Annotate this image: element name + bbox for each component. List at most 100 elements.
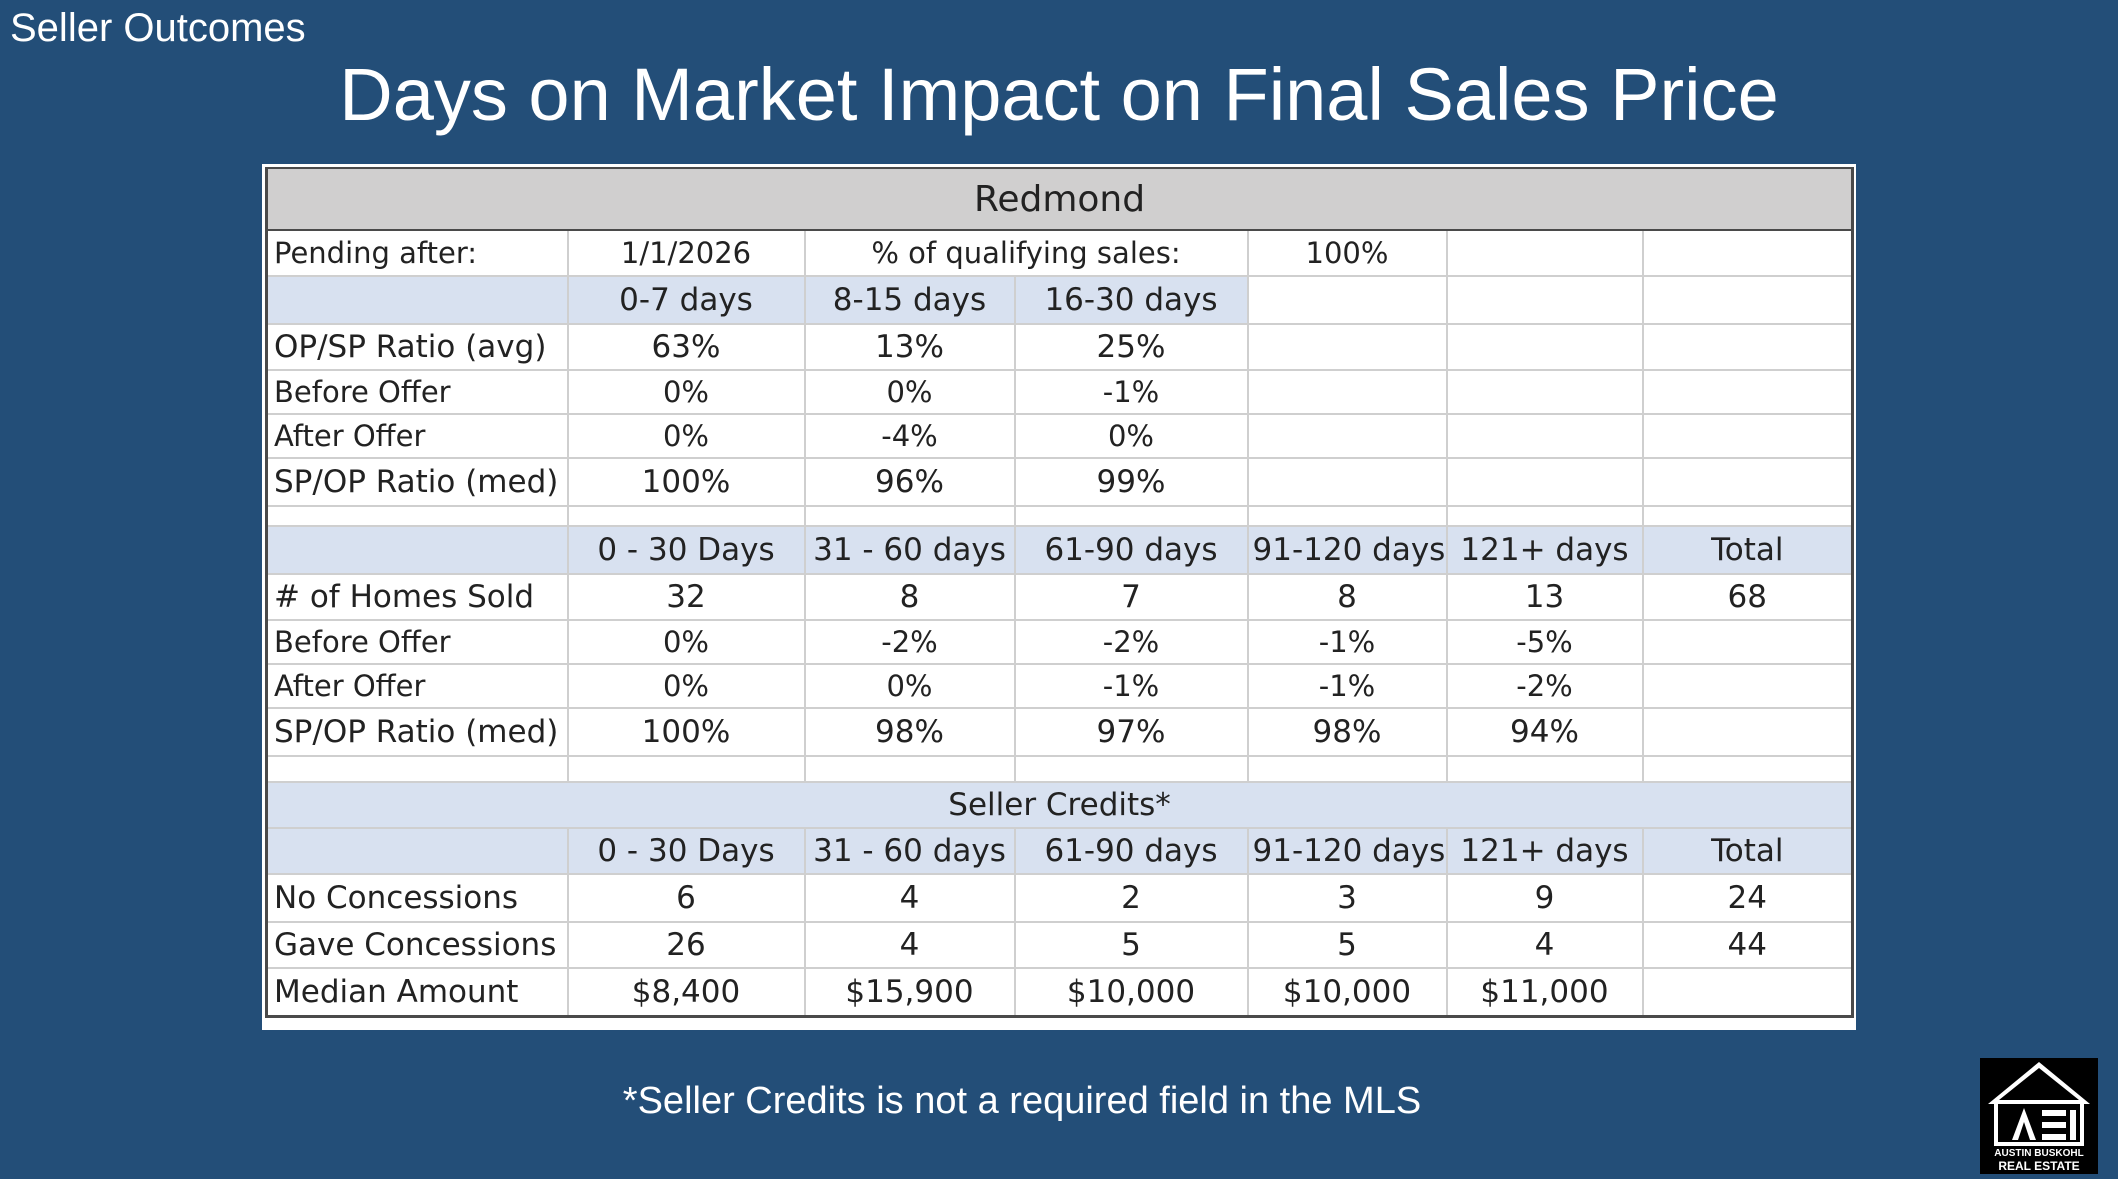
brand-logo: AUSTIN BUSKOHL REAL ESTATE [1980, 1058, 2098, 1174]
logo-line2: REAL ESTATE [1998, 1159, 2079, 1173]
empty-cell [1445, 369, 1644, 415]
table-cell: 9 [1445, 873, 1644, 923]
table-cell: 0% [1013, 413, 1249, 459]
table-cell: $10,000 [1013, 967, 1249, 1018]
table-cell: 0% [803, 369, 1016, 415]
credits-header: Total [1641, 827, 1855, 875]
empty-cell [1641, 323, 1855, 371]
table-cell: -5% [1445, 619, 1644, 665]
empty-cell [1246, 413, 1448, 459]
spacer-cell [1013, 505, 1249, 527]
empty-cell [1641, 457, 1855, 507]
table-cell: 94% [1445, 707, 1644, 757]
empty-cell [1641, 275, 1855, 325]
range-header: 31 - 60 days [803, 525, 1016, 575]
table-cell: 4 [803, 921, 1016, 969]
empty-cell [1246, 275, 1448, 325]
table-title: Redmond [264, 167, 1855, 231]
spacer-cell [803, 505, 1016, 527]
spacer-cell [265, 505, 569, 527]
table-cell [1641, 619, 1855, 665]
empty-cell [1445, 457, 1644, 507]
house-icon: AUSTIN BUSKOHL REAL ESTATE [1980, 1058, 2098, 1174]
table-cell: 6 [566, 873, 806, 923]
table-cell: $8,400 [566, 967, 806, 1018]
table-cell: 5 [1013, 921, 1249, 969]
table-cell: -1% [1013, 369, 1249, 415]
empty-cell [1246, 369, 1448, 415]
table-cell: 44 [1641, 921, 1855, 969]
range-header: Total [1641, 525, 1855, 575]
empty-header-cell [265, 827, 569, 875]
section-label: Seller Outcomes [10, 6, 306, 50]
spacer-cell [1246, 505, 1448, 527]
row-label: OP/SP Ratio (avg) [265, 323, 569, 371]
table-cell: 3 [1246, 873, 1448, 923]
table-cell: 2 [1013, 873, 1249, 923]
table-cell: 8 [803, 573, 1016, 621]
table-cell: 99% [1013, 457, 1249, 507]
row-label: Before Offer [265, 619, 569, 665]
table-cell: 5 [1246, 921, 1448, 969]
empty-cell [1641, 413, 1855, 459]
table-cell: -4% [803, 413, 1016, 459]
empty-cell [1445, 413, 1644, 459]
table-row: Gave Concessions 26 4 5 5 4 44 [265, 921, 1855, 969]
range-header: 91-120 days [1246, 525, 1448, 575]
empty-cell [1641, 369, 1855, 415]
spacer-cell [803, 755, 1016, 783]
empty-cell [1445, 229, 1644, 277]
spacer-cell [566, 755, 806, 783]
table-cell: 0% [566, 413, 806, 459]
table-row: SP/OP Ratio (med) 100% 96% 99% [265, 457, 1855, 507]
table-row: Before Offer 0% 0% -1% [265, 369, 1855, 415]
table-cell: -1% [1246, 663, 1448, 709]
empty-cell [1445, 323, 1644, 371]
table-row: SP/OP Ratio (med) 100% 98% 97% 98% 94% [265, 707, 1855, 757]
table-cell [1641, 967, 1855, 1018]
spacer-cell [566, 505, 806, 527]
empty-cell [1246, 457, 1448, 507]
table-row: Median Amount $8,400 $15,900 $10,000 $10… [265, 967, 1855, 1018]
qualifying-label: % of qualifying sales: [803, 229, 1249, 277]
table-cell: -2% [1445, 663, 1644, 709]
early-header: 16-30 days [1013, 275, 1249, 325]
table-cell: 96% [803, 457, 1016, 507]
spacer-cell [1445, 505, 1644, 527]
pending-date: 1/1/2026 [566, 229, 806, 277]
credits-header: 61-90 days [1013, 827, 1249, 875]
empty-header-cell [265, 525, 569, 575]
row-label: Before Offer [265, 369, 569, 415]
table-cell: 25% [1013, 323, 1249, 371]
days-on-market-table: Redmond Pending after: 1/1/2026 % of qua… [264, 167, 1855, 1018]
spacer-cell [1013, 755, 1249, 783]
data-table-frame: Redmond Pending after: 1/1/2026 % of qua… [262, 164, 1856, 1030]
table-cell [1641, 707, 1855, 757]
table-row: After Offer 0% -4% 0% [265, 413, 1855, 459]
table-cell: 0% [566, 369, 806, 415]
table-cell: -2% [803, 619, 1016, 665]
table-cell: 68 [1641, 573, 1855, 621]
row-label: No Concessions [265, 873, 569, 923]
empty-cell [1246, 323, 1448, 371]
table-cell: 98% [1246, 707, 1448, 757]
table-cell: 8 [1246, 573, 1448, 621]
row-label: SP/OP Ratio (med) [265, 457, 569, 507]
spacer-cell [265, 755, 569, 783]
table-cell: $10,000 [1246, 967, 1448, 1018]
range-header: 61-90 days [1013, 525, 1249, 575]
table-cell: 4 [1445, 921, 1644, 969]
early-header: 8-15 days [803, 275, 1016, 325]
spacer-cell [1445, 755, 1644, 783]
table-cell: -2% [1013, 619, 1249, 665]
table-cell: 7 [1013, 573, 1249, 621]
table-cell: 0% [566, 619, 806, 665]
credits-header: 121+ days [1445, 827, 1644, 875]
empty-cell [1641, 229, 1855, 277]
table-cell: 100% [566, 707, 806, 757]
footnote: *Seller Credits is not a required field … [622, 1080, 1422, 1122]
table-cell: $11,000 [1445, 967, 1644, 1018]
row-label: Median Amount [265, 967, 569, 1018]
table-cell: $15,900 [803, 967, 1016, 1018]
table-row: No Concessions 6 4 2 3 9 24 [265, 873, 1855, 923]
